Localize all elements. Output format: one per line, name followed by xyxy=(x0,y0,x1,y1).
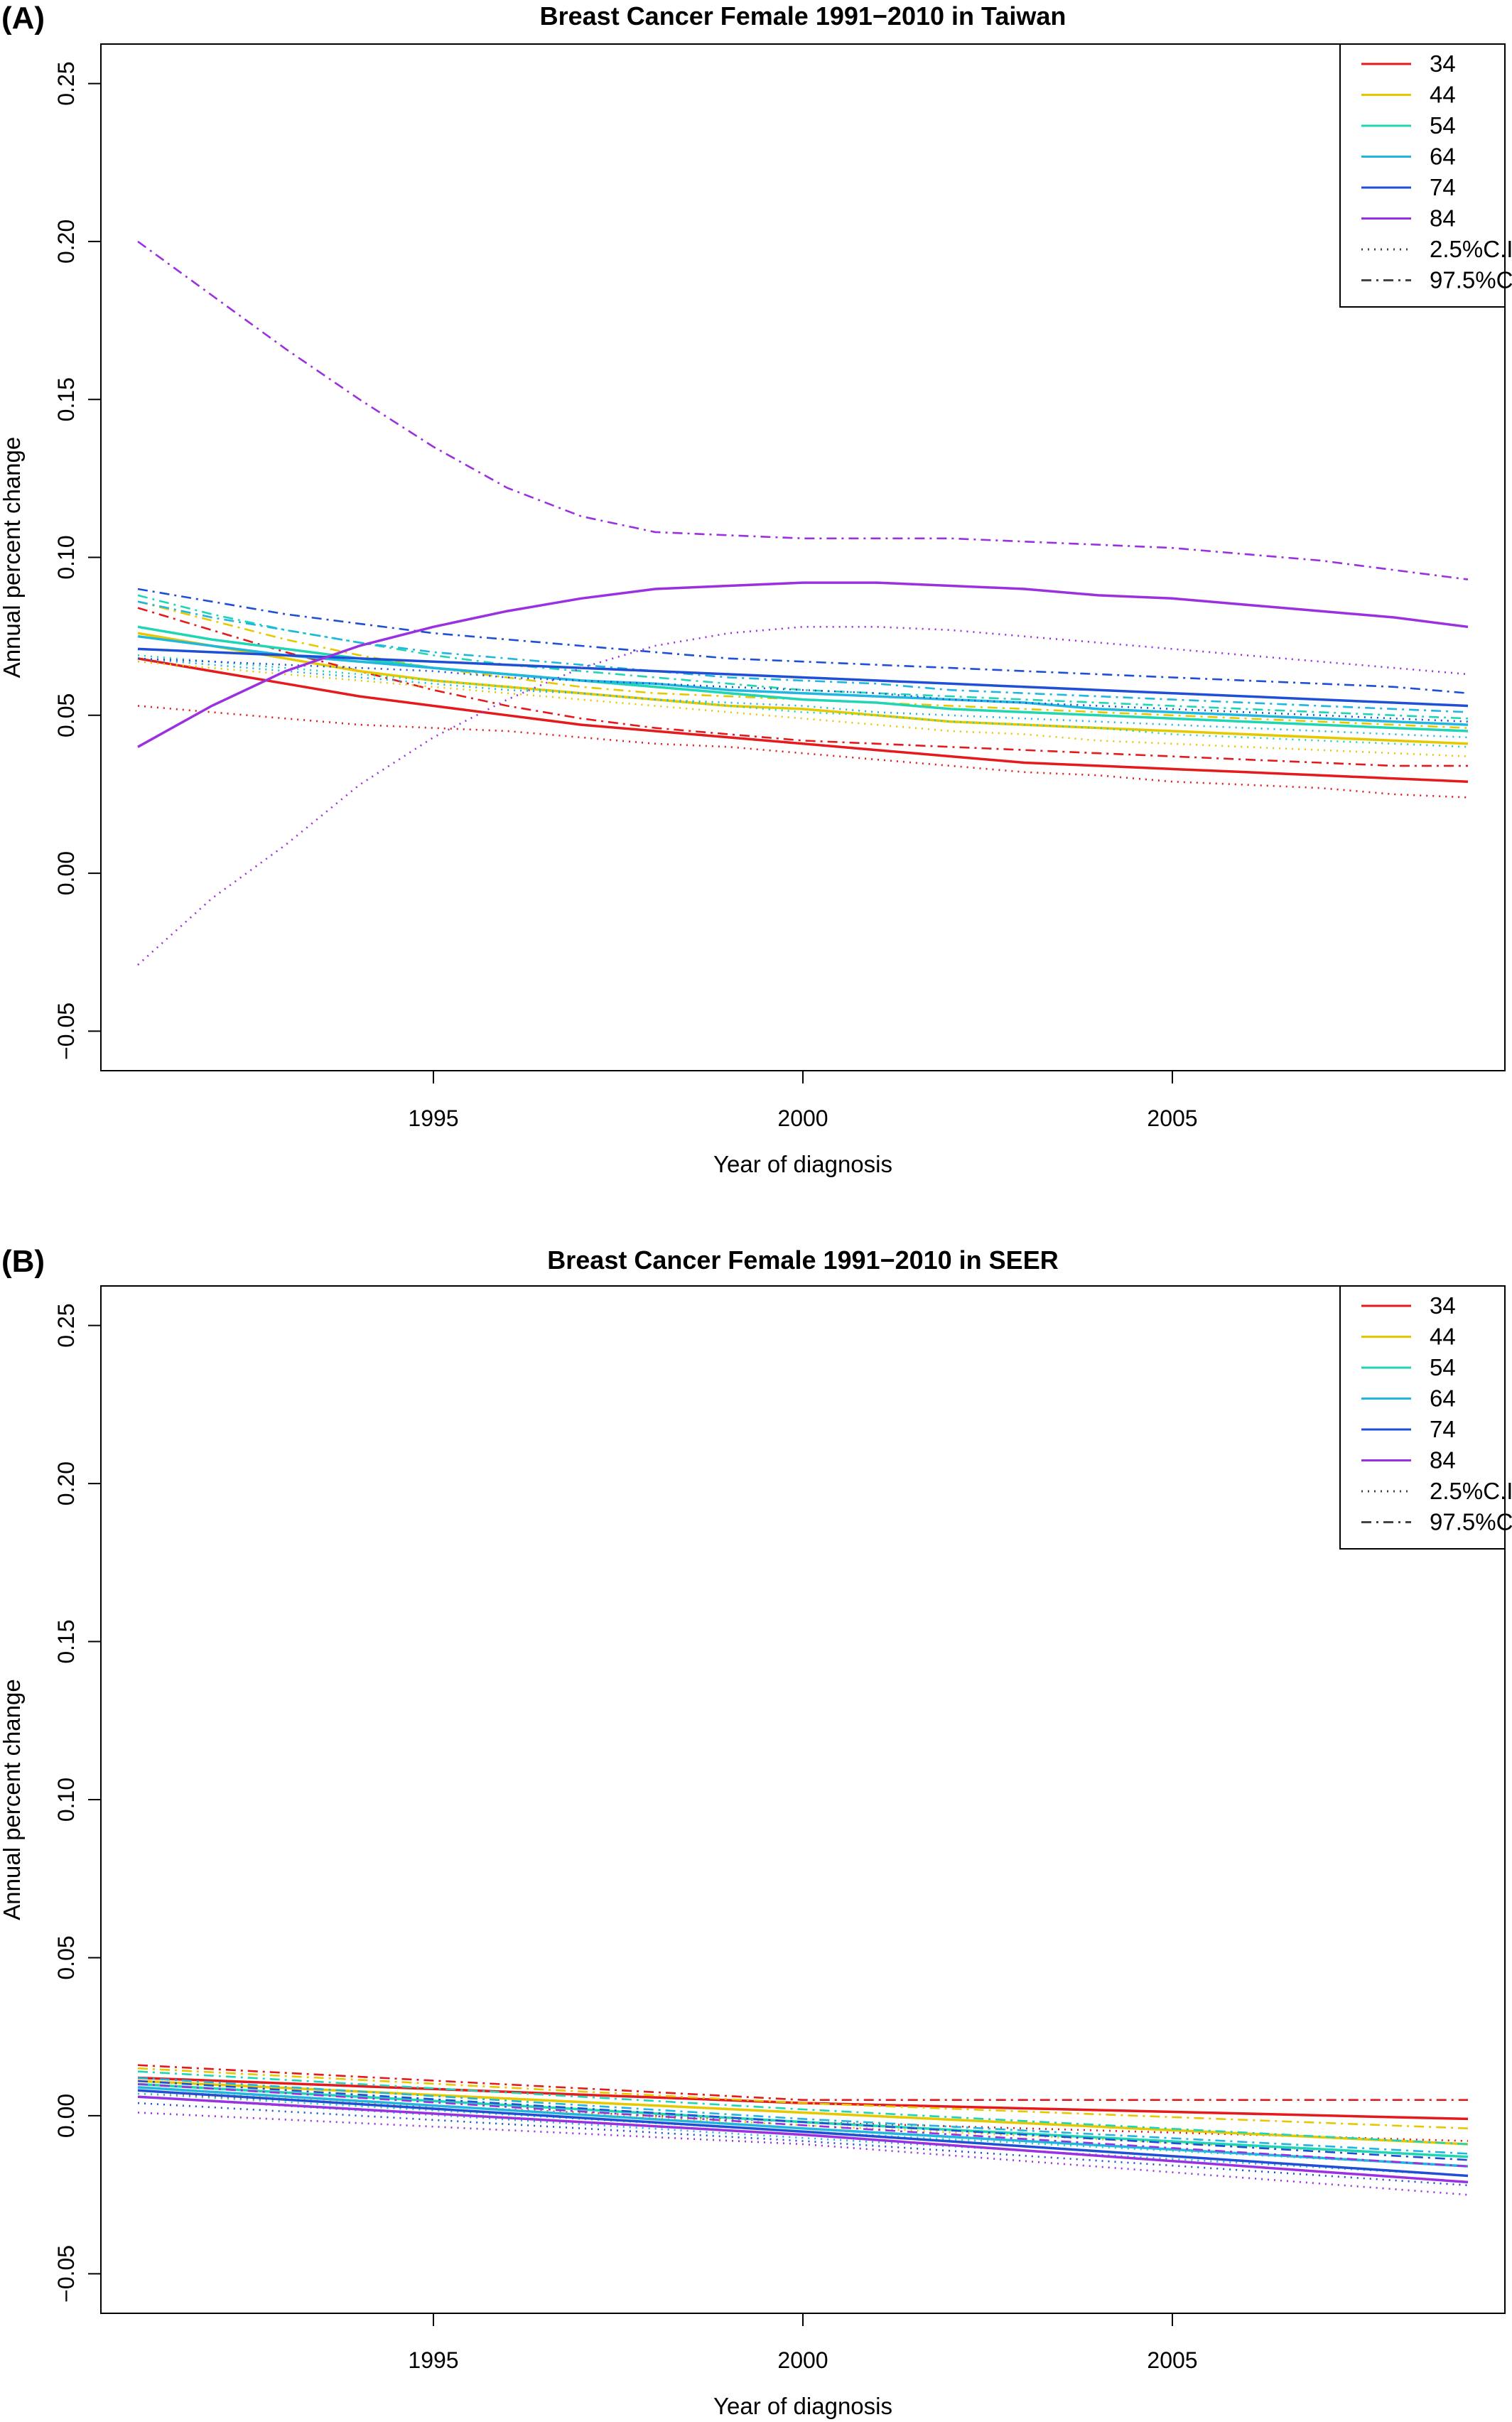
legend-box xyxy=(1339,1285,1506,1550)
series-line xyxy=(137,240,1469,580)
y-tick-label: −0.05 xyxy=(53,1002,79,1060)
panel-label: (B) xyxy=(1,1244,45,1279)
chart-panel: (B) Breast Cancer Female 1991−2010 in SEE… xyxy=(0,1244,1512,2419)
legend-label: 74 xyxy=(1430,1416,1456,1442)
series-line xyxy=(137,2086,1469,2168)
series-line xyxy=(137,2089,1469,2178)
series-line xyxy=(137,600,1469,713)
series-line xyxy=(137,2112,1469,2196)
series-line xyxy=(137,654,1469,748)
panel-label: (A) xyxy=(1,1,45,36)
plot-frame xyxy=(100,1285,1506,2314)
legend-label: 84 xyxy=(1430,1447,1456,1474)
series-line xyxy=(137,2077,1469,2155)
series-line xyxy=(137,2083,1469,2168)
legend-label: 54 xyxy=(1430,112,1456,139)
x-tick-label: 2000 xyxy=(777,1105,828,1131)
series-line xyxy=(137,2070,1469,2146)
legend-label: 44 xyxy=(1430,82,1456,108)
chart-panel: (A) Breast Cancer Female 1991−2010 in Tai… xyxy=(0,1,1512,1177)
y-tick-label: 0.00 xyxy=(53,851,79,895)
y-axis-label: Annual percent change xyxy=(0,1679,25,1920)
y-tick-label: 0.00 xyxy=(53,2094,79,2138)
series-line xyxy=(137,657,1469,723)
y-tick-label: −0.05 xyxy=(53,2245,79,2303)
y-tick-label: 0.20 xyxy=(53,1461,79,1505)
y-axis-label: Annual percent change xyxy=(0,437,25,678)
plot-area xyxy=(137,2064,1469,2196)
y-tick-label: 0.15 xyxy=(53,1619,79,1663)
legend: 34 44 54 64 74 84 2.5%C.I. 97.5%C.I. xyxy=(1339,43,1512,308)
series-line xyxy=(137,600,1469,729)
plot-area xyxy=(137,240,1469,966)
y-tick-label: 0.15 xyxy=(53,377,79,421)
legend-label: 97.5%C.I. xyxy=(1430,267,1512,293)
series-line xyxy=(137,632,1469,745)
series-line xyxy=(137,2095,1469,2177)
legend-label: 64 xyxy=(1430,144,1456,170)
y-tick-label: 0.25 xyxy=(53,61,79,105)
series-line xyxy=(137,607,1468,767)
y-tick-label: 0.20 xyxy=(53,220,79,264)
x-axis-label: Year of diagnosis xyxy=(713,1151,892,1177)
legend-label: 34 xyxy=(1430,1292,1456,1319)
legend-label: 74 xyxy=(1430,174,1456,200)
series-line xyxy=(137,2067,1469,2129)
chart-title: Breast Cancer Female 1991−2010 in Taiwan xyxy=(540,1,1066,31)
x-axis-label: Year of diagnosis xyxy=(713,2393,892,2419)
series-line xyxy=(137,2064,1468,2101)
series-line xyxy=(137,657,1469,783)
x-tick-label: 1995 xyxy=(408,1105,458,1131)
chart-title: Breast Cancer Female 1991−2010 in SEER xyxy=(547,1245,1058,1275)
x-tick-label: 2000 xyxy=(777,2347,828,2373)
series-line xyxy=(137,2095,1469,2184)
series-line xyxy=(137,2102,1469,2187)
x-tick-label: 2005 xyxy=(1147,1105,1197,1131)
y-tick-label: 0.10 xyxy=(53,535,79,579)
legend-label: 34 xyxy=(1430,50,1456,77)
series-line xyxy=(137,647,1469,708)
y-tick-label: 0.10 xyxy=(53,1778,79,1822)
legend-label: 64 xyxy=(1430,1385,1456,1412)
legend-label: 2.5%C.I. xyxy=(1430,236,1512,262)
series-line xyxy=(137,2080,1469,2161)
legend-label: 97.5%C.I. xyxy=(1430,1509,1512,1535)
x-tick-label: 1995 xyxy=(408,2347,458,2373)
legend-box xyxy=(1339,43,1506,308)
legend: 34 44 54 64 74 84 2.5%C.I. 97.5%C.I. xyxy=(1339,1285,1512,1550)
legend-label: 84 xyxy=(1430,205,1456,232)
y-tick-label: 0.05 xyxy=(53,693,79,737)
series-line xyxy=(137,634,1469,726)
plot-frame xyxy=(100,43,1506,1071)
series-line xyxy=(137,588,1469,694)
y-tick-label: 0.25 xyxy=(53,1303,79,1347)
x-tick-label: 2005 xyxy=(1147,2347,1197,2373)
legend-label: 2.5%C.I. xyxy=(1430,1478,1512,1504)
y-tick-label: 0.05 xyxy=(53,1935,79,1979)
legend-label: 54 xyxy=(1430,1354,1456,1380)
series-line xyxy=(137,581,1469,748)
legend-label: 44 xyxy=(1430,1324,1456,1350)
